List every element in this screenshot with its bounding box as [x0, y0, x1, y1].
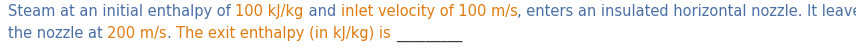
- Text: , enters an insulated horizontal nozzle. It leaves: , enters an insulated horizontal nozzle.…: [518, 4, 856, 19]
- Text: inlet velocity of 100 m/s: inlet velocity of 100 m/s: [341, 4, 518, 19]
- Text: _________: _________: [395, 27, 462, 42]
- Text: 100 kJ/kg: 100 kJ/kg: [235, 4, 304, 19]
- Text: and: and: [304, 4, 341, 19]
- Text: 200 m/s: 200 m/s: [107, 26, 167, 41]
- Text: The exit enthalpy (in kJ/kg) is: The exit enthalpy (in kJ/kg) is: [176, 26, 395, 41]
- Text: Steam at an initial enthalpy of: Steam at an initial enthalpy of: [8, 4, 235, 19]
- Text: .: .: [167, 26, 176, 41]
- Text: the nozzle at: the nozzle at: [8, 26, 107, 41]
